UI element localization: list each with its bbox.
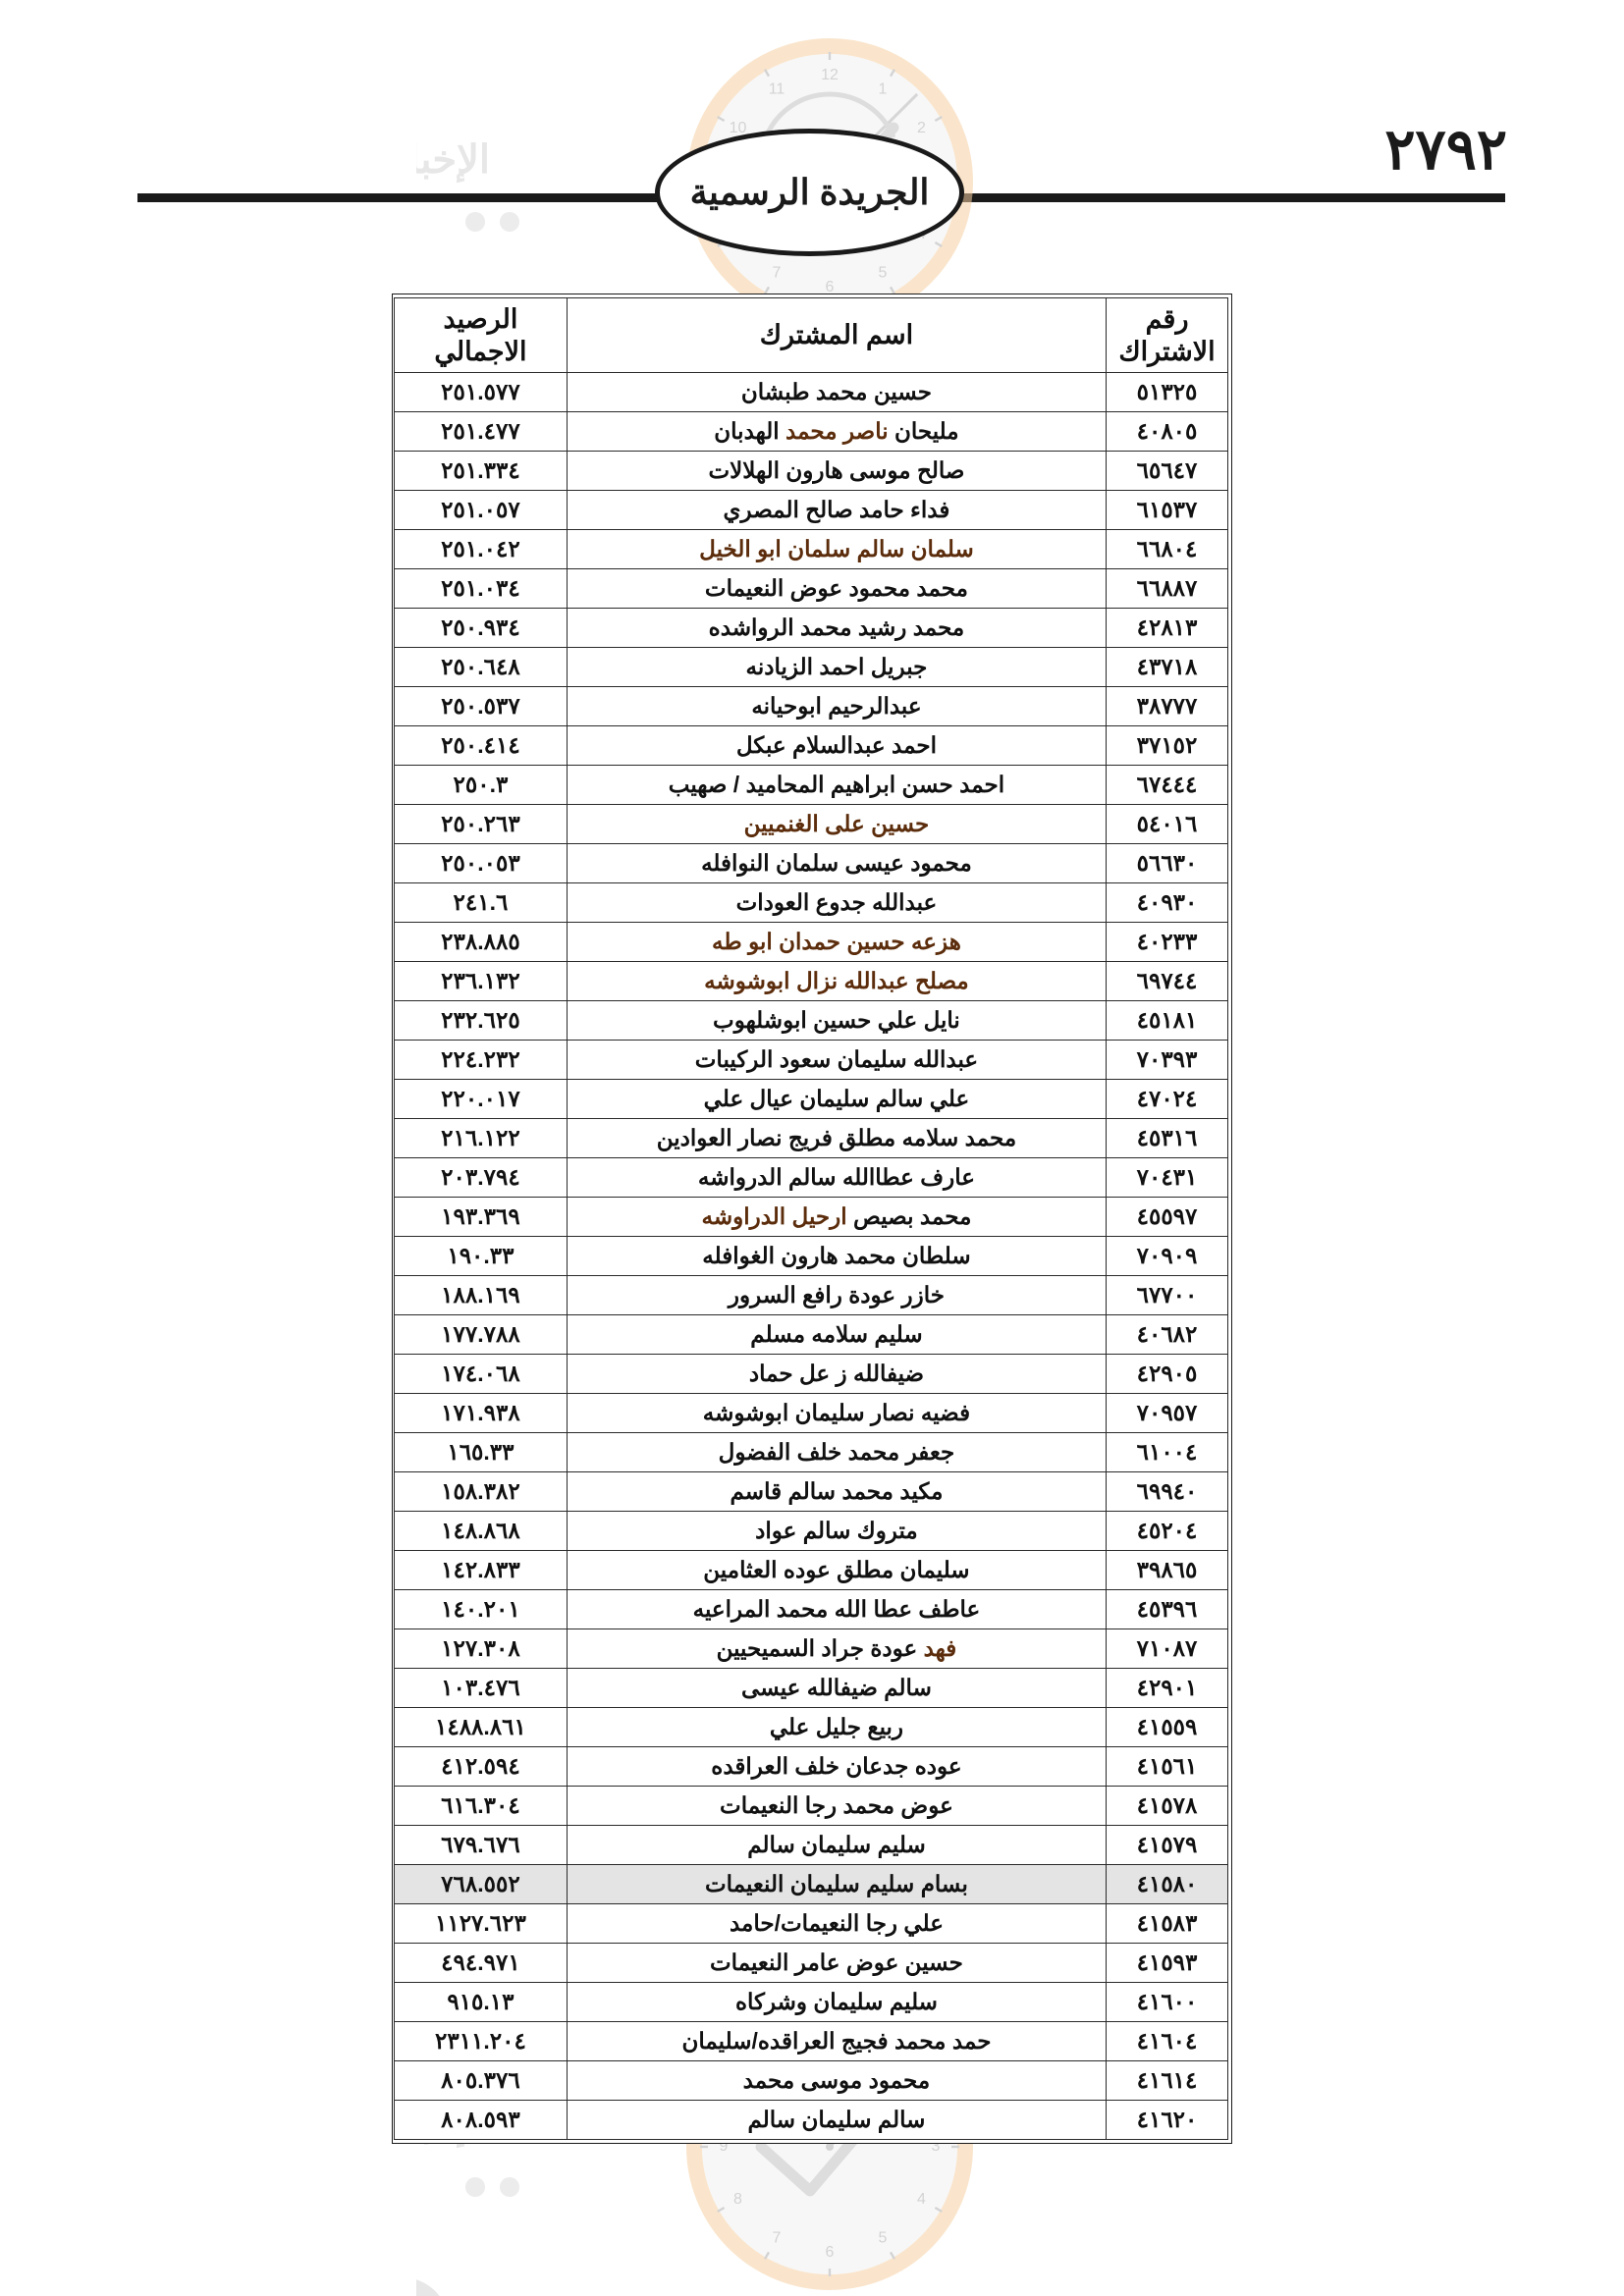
svg-text:2: 2 <box>917 120 926 136</box>
svg-text:1: 1 <box>879 81 888 98</box>
svg-text:11: 11 <box>769 81 785 98</box>
svg-text:7: 7 <box>773 265 782 282</box>
svg-text:7: 7 <box>773 2230 782 2247</box>
svg-text:مدار: مدار <box>1184 2282 1212 2296</box>
svg-text:8: 8 <box>733 2191 742 2208</box>
svg-text:4: 4 <box>917 2191 926 2208</box>
svg-text:6: 6 <box>826 2244 835 2261</box>
svg-text:12: 12 <box>821 67 839 83</box>
svg-text:الإخبارية: الإخبارية <box>416 138 490 184</box>
svg-text:dc: dc <box>416 2194 456 2296</box>
svg-text:5: 5 <box>879 2230 888 2247</box>
svg-text:5: 5 <box>879 265 888 282</box>
